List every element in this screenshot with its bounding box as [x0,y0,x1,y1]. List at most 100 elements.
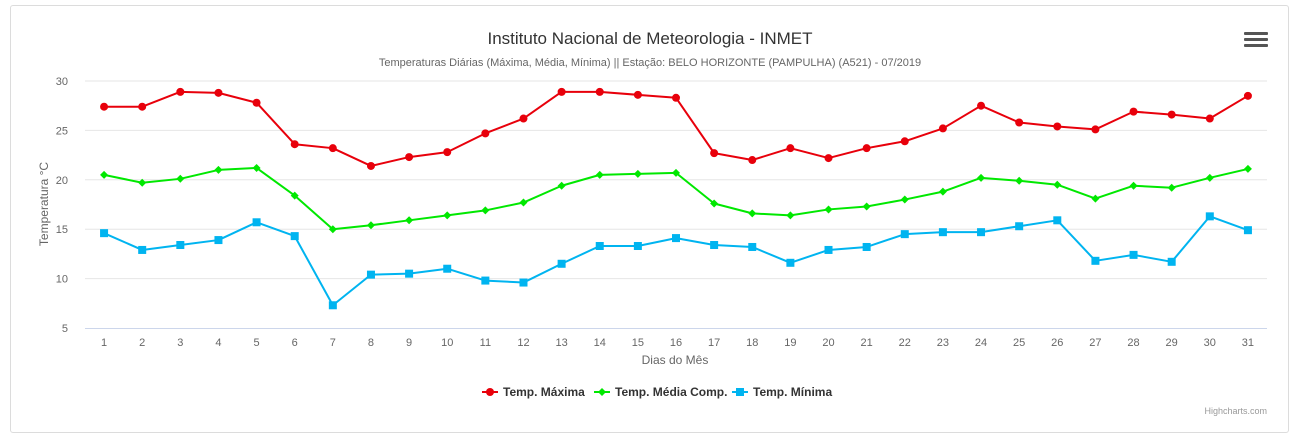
data-point[interactable] [252,98,261,107]
data-point[interactable] [519,278,528,287]
data-point[interactable] [900,230,909,239]
data-point[interactable] [824,245,833,254]
legend-item-2[interactable]: Temp. Média Comp. [594,385,727,399]
data-point[interactable] [557,259,566,268]
data-point[interactable] [1167,110,1176,119]
data-point[interactable] [748,242,757,251]
data-point[interactable] [405,153,414,162]
data-point[interactable] [595,170,604,179]
data-point[interactable] [443,264,452,273]
data-point[interactable] [1053,180,1062,189]
credits-link[interactable]: Highcharts.com [1204,406,1267,416]
data-point[interactable] [938,228,947,237]
data-point[interactable] [290,232,299,241]
data-point[interactable] [519,114,528,123]
legend-symbol[interactable] [598,388,606,396]
data-point[interactable] [176,174,185,183]
data-point[interactable] [100,170,109,179]
data-point[interactable] [252,218,261,227]
data-point[interactable] [672,168,680,177]
data-point[interactable] [824,154,833,163]
data-point[interactable] [1129,250,1138,259]
data-point[interactable] [443,211,452,220]
data-point[interactable] [748,209,757,218]
data-point[interactable] [977,228,986,237]
data-point[interactable] [977,173,986,182]
data-point[interactable] [1205,212,1214,221]
hamburger-menu-icon[interactable] [1244,32,1268,52]
data-point[interactable] [1205,173,1214,182]
data-point[interactable] [862,144,871,153]
data-point[interactable] [710,199,719,208]
data-point[interactable] [786,211,795,220]
data-point[interactable] [1053,216,1062,225]
data-point[interactable] [1015,222,1024,231]
legend-item-1[interactable]: Temp. Máxima [482,385,585,399]
data-point[interactable] [214,88,223,97]
data-point[interactable] [1015,176,1024,185]
data-point[interactable] [710,149,719,158]
data-point[interactable] [100,102,109,111]
data-point[interactable] [1091,194,1100,203]
data-point[interactable] [1015,118,1024,127]
data-point[interactable] [519,198,528,207]
data-point[interactable] [633,90,642,99]
data-point[interactable] [1243,164,1252,173]
data-point[interactable] [977,101,986,110]
legend-item-3[interactable]: Temp. Mínima [732,385,832,399]
data-point[interactable] [938,124,947,133]
data-point[interactable] [786,144,795,153]
data-point[interactable] [862,242,871,251]
data-point[interactable] [328,301,337,310]
data-point[interactable] [481,129,490,138]
data-point[interactable] [214,165,223,174]
data-point[interactable] [443,148,452,157]
data-point[interactable] [557,181,566,190]
data-point[interactable] [1091,125,1100,134]
data-point[interactable] [328,144,337,153]
data-point[interactable] [748,156,757,165]
data-point[interactable] [290,140,299,149]
data-point[interactable] [176,241,185,250]
data-point[interactable] [138,102,147,111]
data-point[interactable] [366,270,375,279]
data-point[interactable] [595,87,604,96]
data-point[interactable] [557,87,566,96]
data-point[interactable] [290,191,299,200]
data-point[interactable] [710,241,719,250]
data-point[interactable] [595,241,604,250]
data-point[interactable] [1167,257,1176,266]
data-point[interactable] [328,225,337,234]
data-point[interactable] [1205,114,1214,123]
data-point[interactable] [1091,256,1100,265]
legend-symbol[interactable] [736,388,744,396]
legend-symbol[interactable] [486,388,494,396]
data-point[interactable] [786,258,795,267]
data-point[interactable] [214,236,223,245]
data-point[interactable] [366,221,375,230]
data-point[interactable] [138,178,147,187]
data-point[interactable] [1243,226,1252,235]
data-point[interactable] [900,137,909,146]
data-point[interactable] [405,216,414,225]
data-point[interactable] [1129,107,1138,116]
data-point[interactable] [862,202,871,211]
data-point[interactable] [481,276,490,285]
data-point[interactable] [633,241,642,250]
data-point[interactable] [900,195,909,204]
data-point[interactable] [672,93,680,102]
data-point[interactable] [824,205,833,214]
data-point[interactable] [1053,122,1062,131]
data-point[interactable] [1243,91,1252,100]
data-point[interactable] [938,187,947,196]
data-point[interactable] [633,169,642,178]
data-point[interactable] [100,229,109,238]
data-point[interactable] [176,87,185,96]
data-point[interactable] [252,163,261,172]
data-point[interactable] [481,206,490,215]
data-point[interactable] [405,269,414,278]
data-point[interactable] [1167,183,1176,192]
data-point[interactable] [138,245,147,254]
data-point[interactable] [1129,181,1138,190]
data-point[interactable] [366,161,375,170]
